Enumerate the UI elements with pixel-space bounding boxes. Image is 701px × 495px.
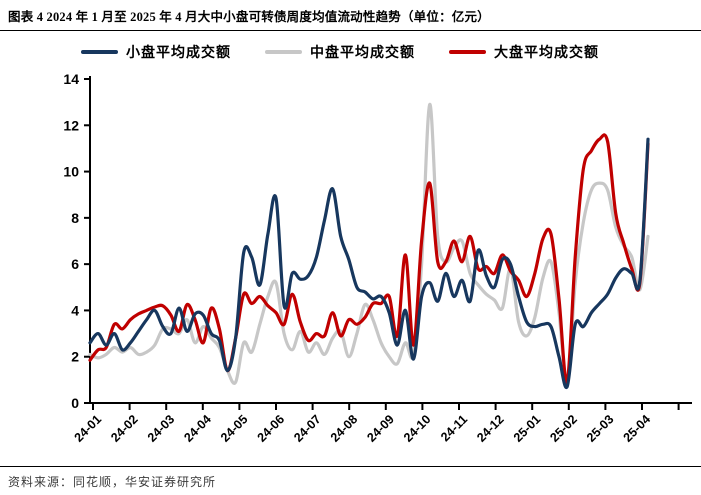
legend-label-large-cap: 大盘平均成交额: [494, 46, 599, 61]
legend-label-mid-cap: 中盘平均成交额: [310, 46, 415, 61]
y-tick-label: 8: [71, 210, 79, 226]
line-large-cap: [88, 133, 650, 384]
x-tick-label: 24-07: [291, 412, 324, 445]
x-tick-label: 24-02: [108, 412, 141, 445]
legend-line-swatch-small-cap: [81, 50, 118, 54]
x-tick-label: 25-01: [511, 412, 544, 445]
x-tick-label: 24-03: [145, 412, 178, 445]
y-tick-label: 2: [71, 349, 79, 365]
legend-line-swatch-large-cap: [449, 50, 486, 54]
x-tick-label: 25-04: [621, 412, 654, 445]
x-tick-label: 24-08: [328, 412, 361, 445]
chart-title: 图表 4 2024 年 1 月至 2025 年 4 月大中小盘可转债周度均值流动…: [8, 10, 490, 24]
x-tick-label: 24-06: [255, 412, 288, 445]
line-small-cap: [88, 137, 650, 390]
x-tick-label: 24-11: [438, 412, 470, 444]
legend-label-small-cap: 小盘平均成交额: [126, 46, 231, 61]
x-tick-label: 25-02: [547, 412, 580, 445]
footer-divider: [0, 466, 701, 467]
y-tick-label: 6: [71, 256, 79, 272]
x-tick-label: 24-10: [401, 412, 434, 445]
x-tick-label: 24-12: [474, 412, 507, 445]
legend-item-mid-cap: 中盘平均成交额: [265, 42, 415, 62]
legend-line-swatch-mid-cap: [265, 50, 302, 54]
legend-item-large-cap: 大盘平均成交额: [449, 42, 599, 62]
x-tick-label: 24-05: [218, 412, 251, 445]
x-tick-label: 24-01: [72, 412, 105, 445]
x-tick-label: 24-09: [364, 412, 397, 445]
y-tick-label: 0: [71, 395, 79, 411]
y-tick-label: 12: [63, 117, 79, 133]
source-note: 资料来源：同花顺，华安证券研究所: [8, 475, 217, 489]
x-tick-label: 25-03: [584, 412, 617, 445]
title-divider: [0, 30, 701, 31]
y-tick-label: 14: [63, 71, 79, 87]
line-mid-cap: [88, 102, 650, 387]
x-tick-label: 24-04: [181, 412, 214, 445]
y-tick-label: 4: [71, 302, 79, 318]
legend-item-small-cap: 小盘平均成交额: [81, 42, 231, 62]
y-tick-label: 10: [63, 164, 79, 180]
chart-legend: 小盘平均成交额 中盘平均成交额 大盘平均成交额: [0, 42, 680, 62]
